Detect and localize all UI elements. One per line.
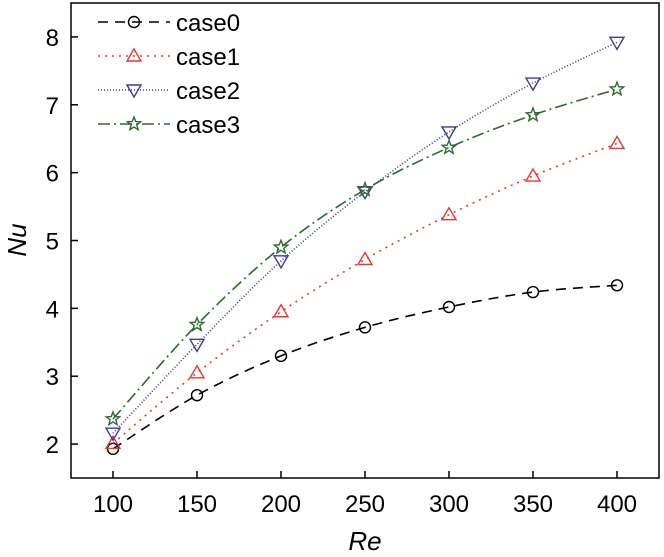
x-axis-title: Re	[348, 526, 381, 556]
data-point-case0	[190, 389, 204, 402]
series-line-case2	[112, 41, 618, 434]
legend-item-case3: case3	[98, 112, 240, 139]
y-tick-label: 5	[46, 229, 59, 256]
legend-label: case1	[176, 44, 240, 71]
data-point-case2	[608, 36, 626, 51]
series-case1	[104, 135, 626, 450]
x-tick-label: 200	[261, 491, 301, 518]
series-case0	[106, 279, 624, 456]
data-point-case2	[440, 126, 458, 141]
legend-marker	[125, 84, 143, 99]
data-point-case2	[272, 255, 290, 270]
data-point-case1	[608, 135, 626, 150]
data-point-case1	[104, 435, 122, 450]
data-point-case1	[356, 251, 374, 266]
y-tick-label: 6	[46, 161, 59, 188]
data-point-case2	[524, 77, 542, 92]
legend-item-case2: case2	[98, 78, 240, 105]
x-tick-label: 400	[597, 491, 637, 518]
data-point-case1	[524, 167, 542, 182]
data-point-case2	[188, 338, 206, 353]
x-tick-label: 100	[93, 491, 133, 518]
series-case3	[104, 80, 626, 427]
y-tick-label: 8	[46, 25, 59, 52]
x-tick-label: 150	[177, 491, 217, 518]
data-point-case1	[440, 206, 458, 221]
legend-label: case2	[176, 78, 240, 105]
data-point-case0	[358, 321, 372, 334]
legend-marker	[127, 15, 141, 29]
data-point-case3	[188, 315, 206, 332]
x-tick-label: 300	[429, 491, 469, 518]
y-tick-label: 2	[46, 432, 59, 459]
data-point-case0	[526, 285, 540, 299]
axes: 100 150 200 250 300 350 400 2 3 4 5 6 7 8	[46, 25, 637, 518]
data-point-case3	[608, 80, 626, 97]
y-tick-label: 7	[46, 93, 59, 120]
series-line-case0	[112, 284, 618, 450]
series-line-case3	[112, 88, 618, 420]
legend: case0 case1 case2 case3	[98, 10, 240, 139]
data-point-case0	[610, 279, 624, 292]
legend-marker	[125, 115, 143, 132]
legend-marker	[125, 47, 143, 62]
series-layer	[104, 36, 626, 456]
x-tick-label: 350	[513, 491, 553, 518]
data-point-case3	[440, 138, 458, 155]
legend-label: case3	[176, 112, 240, 139]
x-tick-label: 250	[345, 491, 385, 518]
data-point-case0	[274, 349, 288, 363]
series-line-case1	[112, 142, 618, 445]
plot-frame	[70, 2, 660, 479]
data-point-case3	[272, 238, 290, 255]
data-point-case3	[356, 180, 374, 197]
legend-item-case1: case1	[98, 44, 240, 71]
data-point-case3	[524, 106, 542, 123]
y-tick-label: 3	[46, 364, 59, 391]
legend-label: case0	[176, 10, 240, 37]
data-point-case0	[442, 300, 456, 314]
data-point-case3	[104, 410, 122, 427]
y-tick-label: 4	[46, 296, 59, 323]
data-point-case1	[272, 303, 290, 318]
data-point-case1	[188, 364, 206, 379]
legend-item-case0: case0	[98, 10, 240, 37]
data-point-case2	[104, 427, 122, 442]
y-axis-title: Nu	[2, 223, 32, 256]
